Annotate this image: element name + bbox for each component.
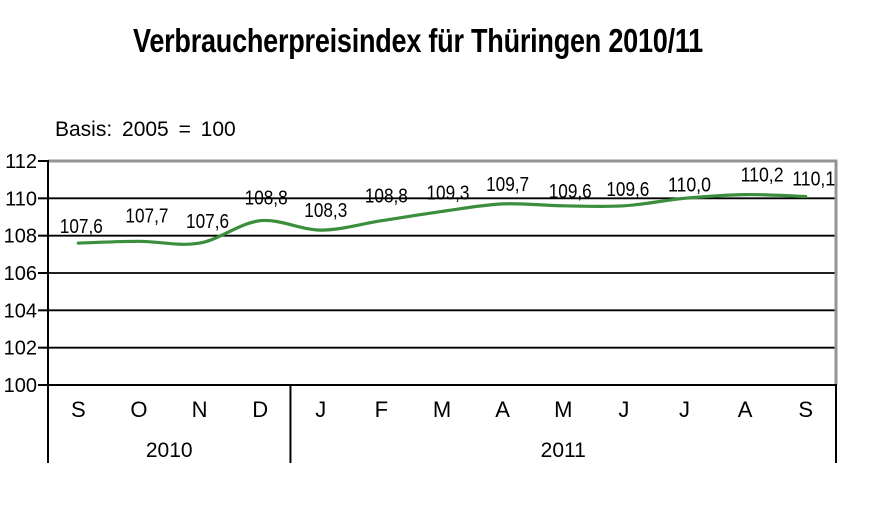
- data-label: 110,0: [668, 174, 711, 196]
- month-label: N: [192, 397, 208, 422]
- month-label: A: [495, 397, 510, 422]
- data-label: 108,8: [245, 188, 288, 210]
- month-label: S: [71, 397, 86, 422]
- data-label: 110,2: [741, 165, 784, 187]
- month-label: M: [554, 397, 572, 422]
- month-label: S: [798, 397, 813, 422]
- month-label: J: [679, 397, 690, 422]
- month-label: J: [315, 397, 326, 422]
- data-label: 107,6: [60, 216, 103, 238]
- data-label: 109,7: [486, 174, 529, 196]
- data-label: 107,7: [125, 205, 168, 227]
- chart-title: Verbraucherpreisindex für Thüringen 2010…: [133, 22, 703, 59]
- y-axis-label: 100: [4, 375, 37, 397]
- y-axis-label: 106: [4, 263, 37, 285]
- y-axis-label: 104: [4, 300, 37, 322]
- y-axis-label: 112: [5, 151, 37, 173]
- data-label: 107,6: [186, 211, 229, 233]
- y-axis-label: 102: [4, 338, 37, 360]
- y-axis-label: 108: [4, 226, 37, 248]
- month-label: J: [618, 397, 629, 422]
- data-label: 109,6: [549, 181, 592, 203]
- chart-subtitle: Basis: 2005 = 100: [55, 118, 236, 141]
- y-axis-label: 110: [5, 188, 37, 210]
- month-label: F: [375, 397, 388, 422]
- data-label: 108,3: [304, 200, 347, 222]
- month-label: M: [433, 397, 451, 422]
- year-label: 2011: [541, 439, 586, 462]
- month-label: A: [738, 397, 753, 422]
- year-label: 2010: [146, 439, 193, 462]
- month-label: D: [252, 397, 268, 422]
- month-label: O: [130, 397, 147, 422]
- data-label: 109,3: [427, 182, 470, 204]
- data-series-line: [76, 192, 808, 246]
- data-label: 110,1: [792, 168, 835, 190]
- data-label: 109,6: [606, 179, 649, 201]
- data-label: 108,8: [365, 186, 408, 208]
